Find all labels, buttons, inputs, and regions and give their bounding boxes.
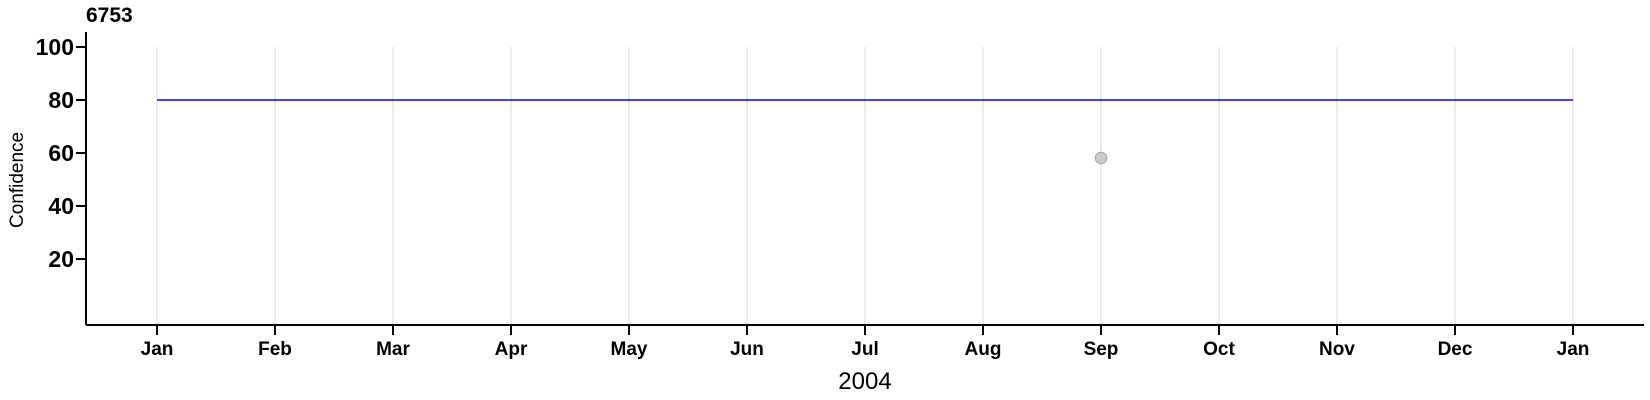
svg-text:Oct: Oct xyxy=(1203,339,1235,360)
svg-text:Nov: Nov xyxy=(1319,339,1355,360)
svg-text:80: 80 xyxy=(48,87,74,113)
svg-text:Jul: Jul xyxy=(851,339,878,360)
svg-text:May: May xyxy=(611,339,648,360)
svg-text:100: 100 xyxy=(36,34,74,60)
svg-text:40: 40 xyxy=(48,193,74,219)
svg-text:Mar: Mar xyxy=(376,339,410,360)
svg-text:Dec: Dec xyxy=(1438,339,1473,360)
svg-text:20: 20 xyxy=(48,246,74,272)
svg-text:Sep: Sep xyxy=(1084,339,1119,360)
svg-text:60: 60 xyxy=(48,140,74,166)
svg-text:Jan: Jan xyxy=(141,339,174,360)
svg-text:Apr: Apr xyxy=(495,339,528,360)
svg-text:Jan: Jan xyxy=(1557,339,1590,360)
svg-text:Jun: Jun xyxy=(730,339,764,360)
svg-text:Feb: Feb xyxy=(258,339,292,360)
svg-text:Aug: Aug xyxy=(965,339,1002,360)
